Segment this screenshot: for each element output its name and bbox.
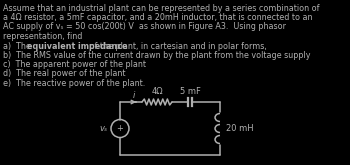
Text: 5 mF: 5 mF bbox=[180, 87, 201, 96]
Text: equivalent impedance: equivalent impedance bbox=[27, 42, 128, 51]
Text: c)  The apparent power of the plant: c) The apparent power of the plant bbox=[3, 60, 146, 69]
Text: 20 mH: 20 mH bbox=[226, 124, 254, 133]
Text: 4Ω: 4Ω bbox=[151, 87, 163, 96]
Text: e)  The reactive power of the plant.: e) The reactive power of the plant. bbox=[3, 79, 145, 88]
Text: representation, find: representation, find bbox=[3, 32, 82, 41]
Text: vₛ: vₛ bbox=[100, 124, 108, 133]
Text: +: + bbox=[117, 124, 124, 133]
Text: a)  The: a) The bbox=[3, 42, 33, 51]
Text: i: i bbox=[133, 91, 135, 100]
Text: Assume that an industrial plant can be represented by a series combination of: Assume that an industrial plant can be r… bbox=[3, 4, 320, 13]
Text: d)  The real power of the plant: d) The real power of the plant bbox=[3, 69, 126, 78]
Text: a 4Ω resistor, a 5mF capacitor, and a 20mH inductor, that is connected to an: a 4Ω resistor, a 5mF capacitor, and a 20… bbox=[3, 13, 313, 22]
Text: AC supply of vₛ = 50 cos(200t) V  as shown in Figure A3.  Using phasor: AC supply of vₛ = 50 cos(200t) V as show… bbox=[3, 22, 286, 31]
Text: of the plant, in cartesian and in polar forms,: of the plant, in cartesian and in polar … bbox=[88, 42, 267, 51]
Text: b)  The RMS value of the current drawn by the plant from the voltage supply: b) The RMS value of the current drawn by… bbox=[3, 51, 310, 60]
